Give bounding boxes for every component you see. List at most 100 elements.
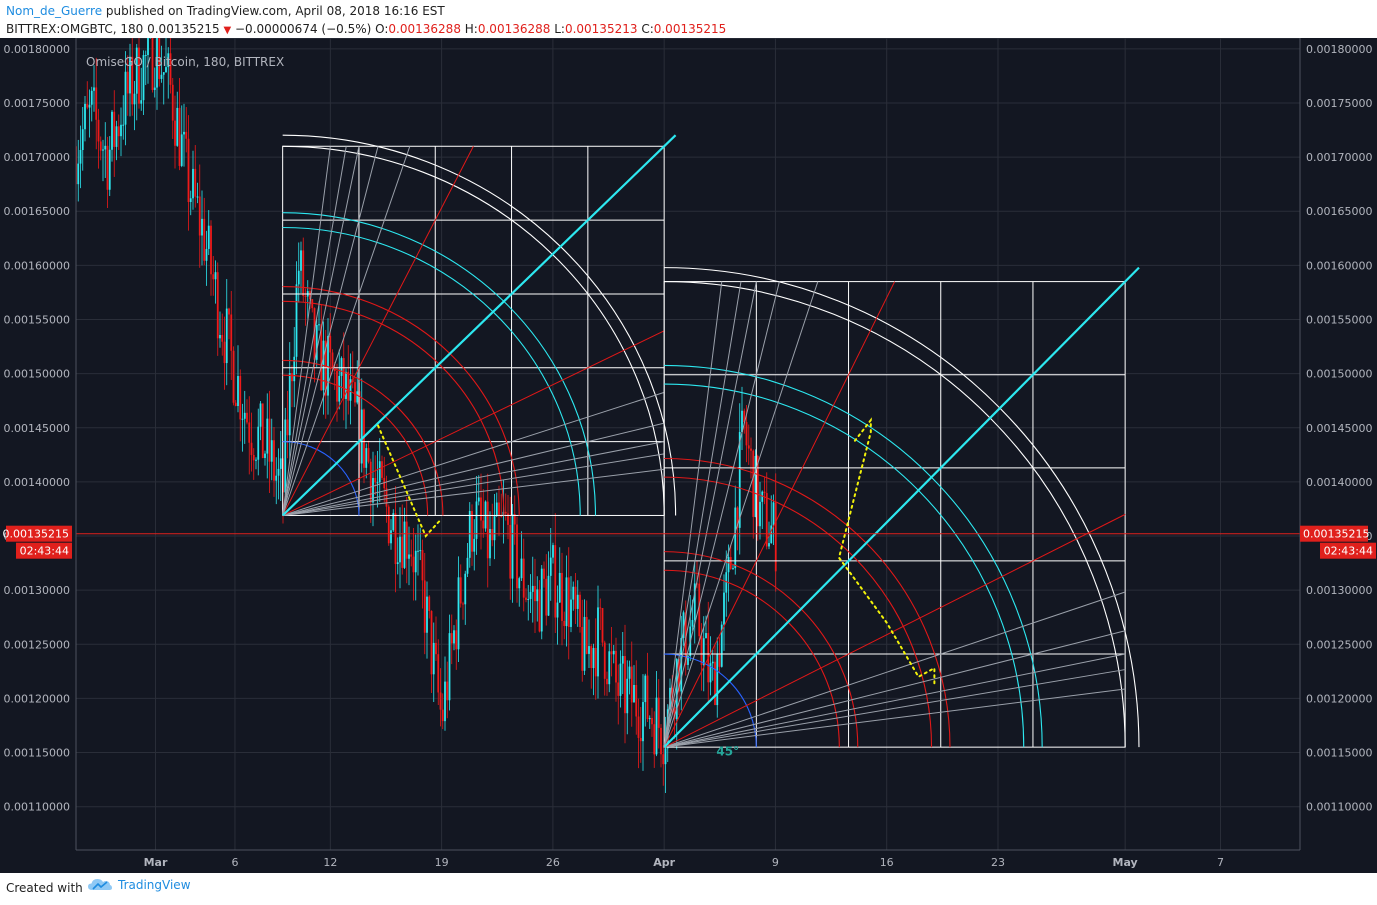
candle-body bbox=[549, 557, 552, 576]
candle-body bbox=[158, 38, 161, 79]
high-value: 0.00136288 bbox=[477, 22, 551, 36]
candle-body bbox=[430, 610, 433, 675]
candle-body bbox=[723, 592, 725, 625]
candle-body bbox=[516, 524, 518, 589]
candle-body bbox=[108, 149, 111, 190]
candle-body bbox=[93, 87, 95, 91]
candle-body bbox=[126, 71, 129, 94]
candle-body bbox=[493, 516, 496, 541]
candle-body bbox=[556, 602, 559, 618]
y-tick-label-left: 0.00145000 bbox=[4, 422, 70, 435]
candle-body bbox=[588, 646, 590, 654]
low-label: L: bbox=[554, 22, 565, 36]
candle-body bbox=[378, 461, 381, 483]
candle-body bbox=[711, 661, 714, 664]
chart-area[interactable]: 45° 0.00110000 0.00110000 0.00115000 0.0011… bbox=[0, 38, 1377, 873]
candle-body bbox=[675, 659, 678, 719]
y-tick-label-left: 0.00170000 bbox=[4, 151, 70, 164]
candle-body bbox=[216, 272, 219, 339]
candle-body bbox=[759, 501, 761, 527]
candle-body bbox=[230, 314, 233, 351]
candle-body bbox=[243, 412, 246, 419]
y-tick-label-right: 0.00115000 bbox=[1306, 747, 1372, 760]
candle-body bbox=[536, 589, 539, 602]
candle-body bbox=[396, 562, 399, 565]
candle-body bbox=[644, 675, 647, 703]
candle-body bbox=[279, 458, 282, 469]
candle-body bbox=[601, 608, 604, 643]
gann-fan-line bbox=[282, 453, 665, 516]
candle-body bbox=[252, 454, 255, 461]
candle-body bbox=[491, 528, 494, 541]
candle-body bbox=[277, 468, 280, 476]
candle-body bbox=[534, 585, 536, 602]
last-price-badge-right-bg bbox=[1300, 525, 1368, 542]
candle-body bbox=[570, 599, 572, 627]
y-tick-label-left: 0.00115000 bbox=[4, 747, 70, 760]
candle-body bbox=[583, 616, 586, 671]
candle-body bbox=[203, 218, 206, 261]
chart-title: OmiseGO / Bitcoin, 180, BITTREX bbox=[86, 55, 284, 69]
candle-body bbox=[774, 502, 777, 572]
candle-body bbox=[210, 225, 212, 275]
candle-body bbox=[610, 651, 613, 655]
gann-fan-line bbox=[664, 669, 1126, 748]
candle-body bbox=[687, 656, 689, 665]
candle-body bbox=[462, 603, 464, 605]
last-price-badge-left-timer-bg bbox=[16, 542, 72, 559]
candle-body bbox=[664, 748, 667, 765]
gann-fan-line bbox=[663, 281, 742, 748]
candle-body bbox=[275, 475, 278, 481]
candle-body bbox=[318, 324, 320, 326]
candle-body bbox=[736, 507, 739, 528]
candle-body bbox=[621, 656, 624, 664]
candle-body bbox=[642, 702, 644, 742]
candle-body bbox=[196, 196, 199, 198]
candle-body bbox=[432, 642, 435, 675]
candle-body bbox=[207, 225, 210, 249]
candle-body bbox=[412, 556, 415, 573]
candle-body bbox=[756, 455, 759, 527]
author-link[interactable]: Nom_de_Guerre bbox=[6, 4, 103, 18]
candle-body bbox=[304, 295, 307, 297]
candle-body bbox=[547, 575, 550, 616]
candle-body bbox=[655, 697, 658, 755]
candle-body bbox=[102, 149, 104, 151]
candle-body bbox=[489, 528, 491, 559]
right-axis-bg bbox=[1300, 38, 1377, 873]
candle-body bbox=[185, 131, 188, 139]
candle-body bbox=[540, 568, 543, 632]
candle-body bbox=[345, 371, 347, 399]
candle-body bbox=[250, 442, 253, 455]
candle-body bbox=[439, 692, 442, 710]
candles bbox=[75, 38, 777, 793]
y-tick-label-right: 0.00180000 bbox=[1306, 43, 1372, 56]
high-label: H: bbox=[464, 22, 478, 36]
gann-1x1-line bbox=[281, 134, 677, 517]
y-tick-label-left: 0.00165000 bbox=[4, 205, 70, 218]
candle-body bbox=[538, 589, 541, 632]
candle-body bbox=[522, 558, 525, 598]
candle-body bbox=[225, 308, 228, 364]
candle-body bbox=[369, 461, 372, 503]
tradingview-brand-link[interactable]: TradingView bbox=[88, 878, 191, 892]
candle-body bbox=[468, 510, 471, 558]
y-tick-label-left: 0.00180000 bbox=[4, 43, 70, 56]
candle-body bbox=[376, 482, 379, 484]
candle-body bbox=[140, 100, 143, 104]
candle-body bbox=[405, 521, 408, 559]
candle-body bbox=[475, 501, 478, 539]
candle-body bbox=[525, 597, 527, 600]
close-label: C: bbox=[641, 22, 654, 36]
tradingview-cloud-icon bbox=[88, 879, 112, 890]
candle-body bbox=[169, 53, 172, 85]
candle-body bbox=[385, 488, 388, 507]
gann-drawings bbox=[281, 134, 1140, 748]
candle-body bbox=[354, 382, 356, 403]
gann-fan-line bbox=[663, 513, 1126, 748]
candle-body bbox=[648, 717, 651, 720]
candle-body bbox=[513, 513, 516, 525]
candle-body bbox=[205, 248, 208, 261]
gann-fan-line bbox=[663, 281, 896, 748]
